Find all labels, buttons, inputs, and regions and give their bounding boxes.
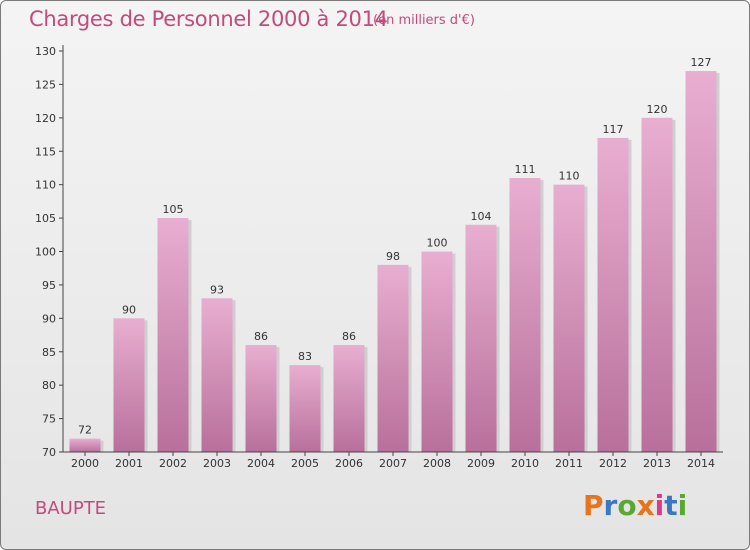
x-tick-label: 2008 [423,457,451,470]
bar [553,184,585,452]
x-tick-label: 2005 [291,457,319,470]
bar-value-label: 83 [298,350,312,363]
bar-value-label: 86 [254,330,268,343]
x-tick-label: 2014 [687,457,715,470]
y-tick-label: 95 [42,279,56,292]
y-tick-label: 105 [35,212,56,225]
bar [685,71,717,453]
logo-letter: P [583,489,604,522]
x-tick-label: 2010 [511,457,539,470]
x-tick-label: 2006 [335,457,363,470]
y-tick-label: 80 [42,379,56,392]
x-tick-label: 2003 [203,457,231,470]
bar [69,438,101,452]
bar-value-label: 72 [78,424,92,437]
bar [245,345,277,452]
bar [509,177,541,452]
x-tick-label: 2001 [115,457,143,470]
bar [641,117,673,452]
y-tick-label: 85 [42,346,56,359]
y-tick-label: 125 [35,78,56,91]
chart-unit: (en milliers d'€) [373,13,475,28]
y-tick-label: 75 [42,413,56,426]
bar-value-label: 120 [647,103,668,116]
bar-value-label: 105 [163,203,184,216]
y-tick-label: 110 [35,179,56,192]
x-tick-label: 2000 [71,457,99,470]
y-tick-label: 115 [35,145,56,158]
bar [465,224,497,452]
logo-letter: t [664,489,678,522]
y-tick-label: 100 [35,246,56,259]
logo-letter: x [636,489,655,522]
bar [289,365,321,452]
chart-title: Charges de Personnel 2000 à 2014 [29,7,388,31]
x-tick-label: 2007 [379,457,407,470]
x-tick-label: 2013 [643,457,671,470]
x-tick-label: 2004 [247,457,275,470]
bar [333,345,365,452]
bar-value-label: 86 [342,330,356,343]
bar [113,318,145,452]
bar-value-label: 117 [603,123,624,136]
bar [377,264,409,452]
y-tick-label: 70 [42,446,56,459]
bar-value-label: 98 [386,250,400,263]
x-tick-label: 2009 [467,457,495,470]
bar-value-label: 104 [471,210,492,223]
bars-group: 72 90 105 93 86 83 86 98 100 104 111 110 117 120 127 [69,56,720,453]
bar-value-label: 111 [515,163,536,176]
x-tick-label: 2012 [599,457,627,470]
logo-letter: o [617,489,637,522]
logo-letter: i [654,489,665,522]
bar-value-label: 93 [210,283,224,296]
bar [421,251,453,452]
logo-letter: r [603,489,618,522]
logo-letter: i [677,489,688,522]
axes-group: 2000 2001 2002 2003 2004 2005 2006 2007 2008 2009… [35,45,723,470]
x-tick-label: 2002 [159,457,187,470]
commune-name: BAUPTE [35,498,107,519]
bar-value-label: 100 [427,237,448,250]
y-tick-label: 90 [42,312,56,325]
y-tick-label: 120 [35,112,56,125]
bar [597,137,629,452]
proxiti-logo: Proxiti [583,489,687,522]
bar-value-label: 110 [559,170,580,183]
x-tick-label: 2011 [555,457,583,470]
y-tick-label: 130 [35,45,56,58]
bar [157,218,189,452]
bar-value-label: 90 [122,303,136,316]
bar-value-label: 127 [691,56,712,69]
bar [201,298,233,452]
